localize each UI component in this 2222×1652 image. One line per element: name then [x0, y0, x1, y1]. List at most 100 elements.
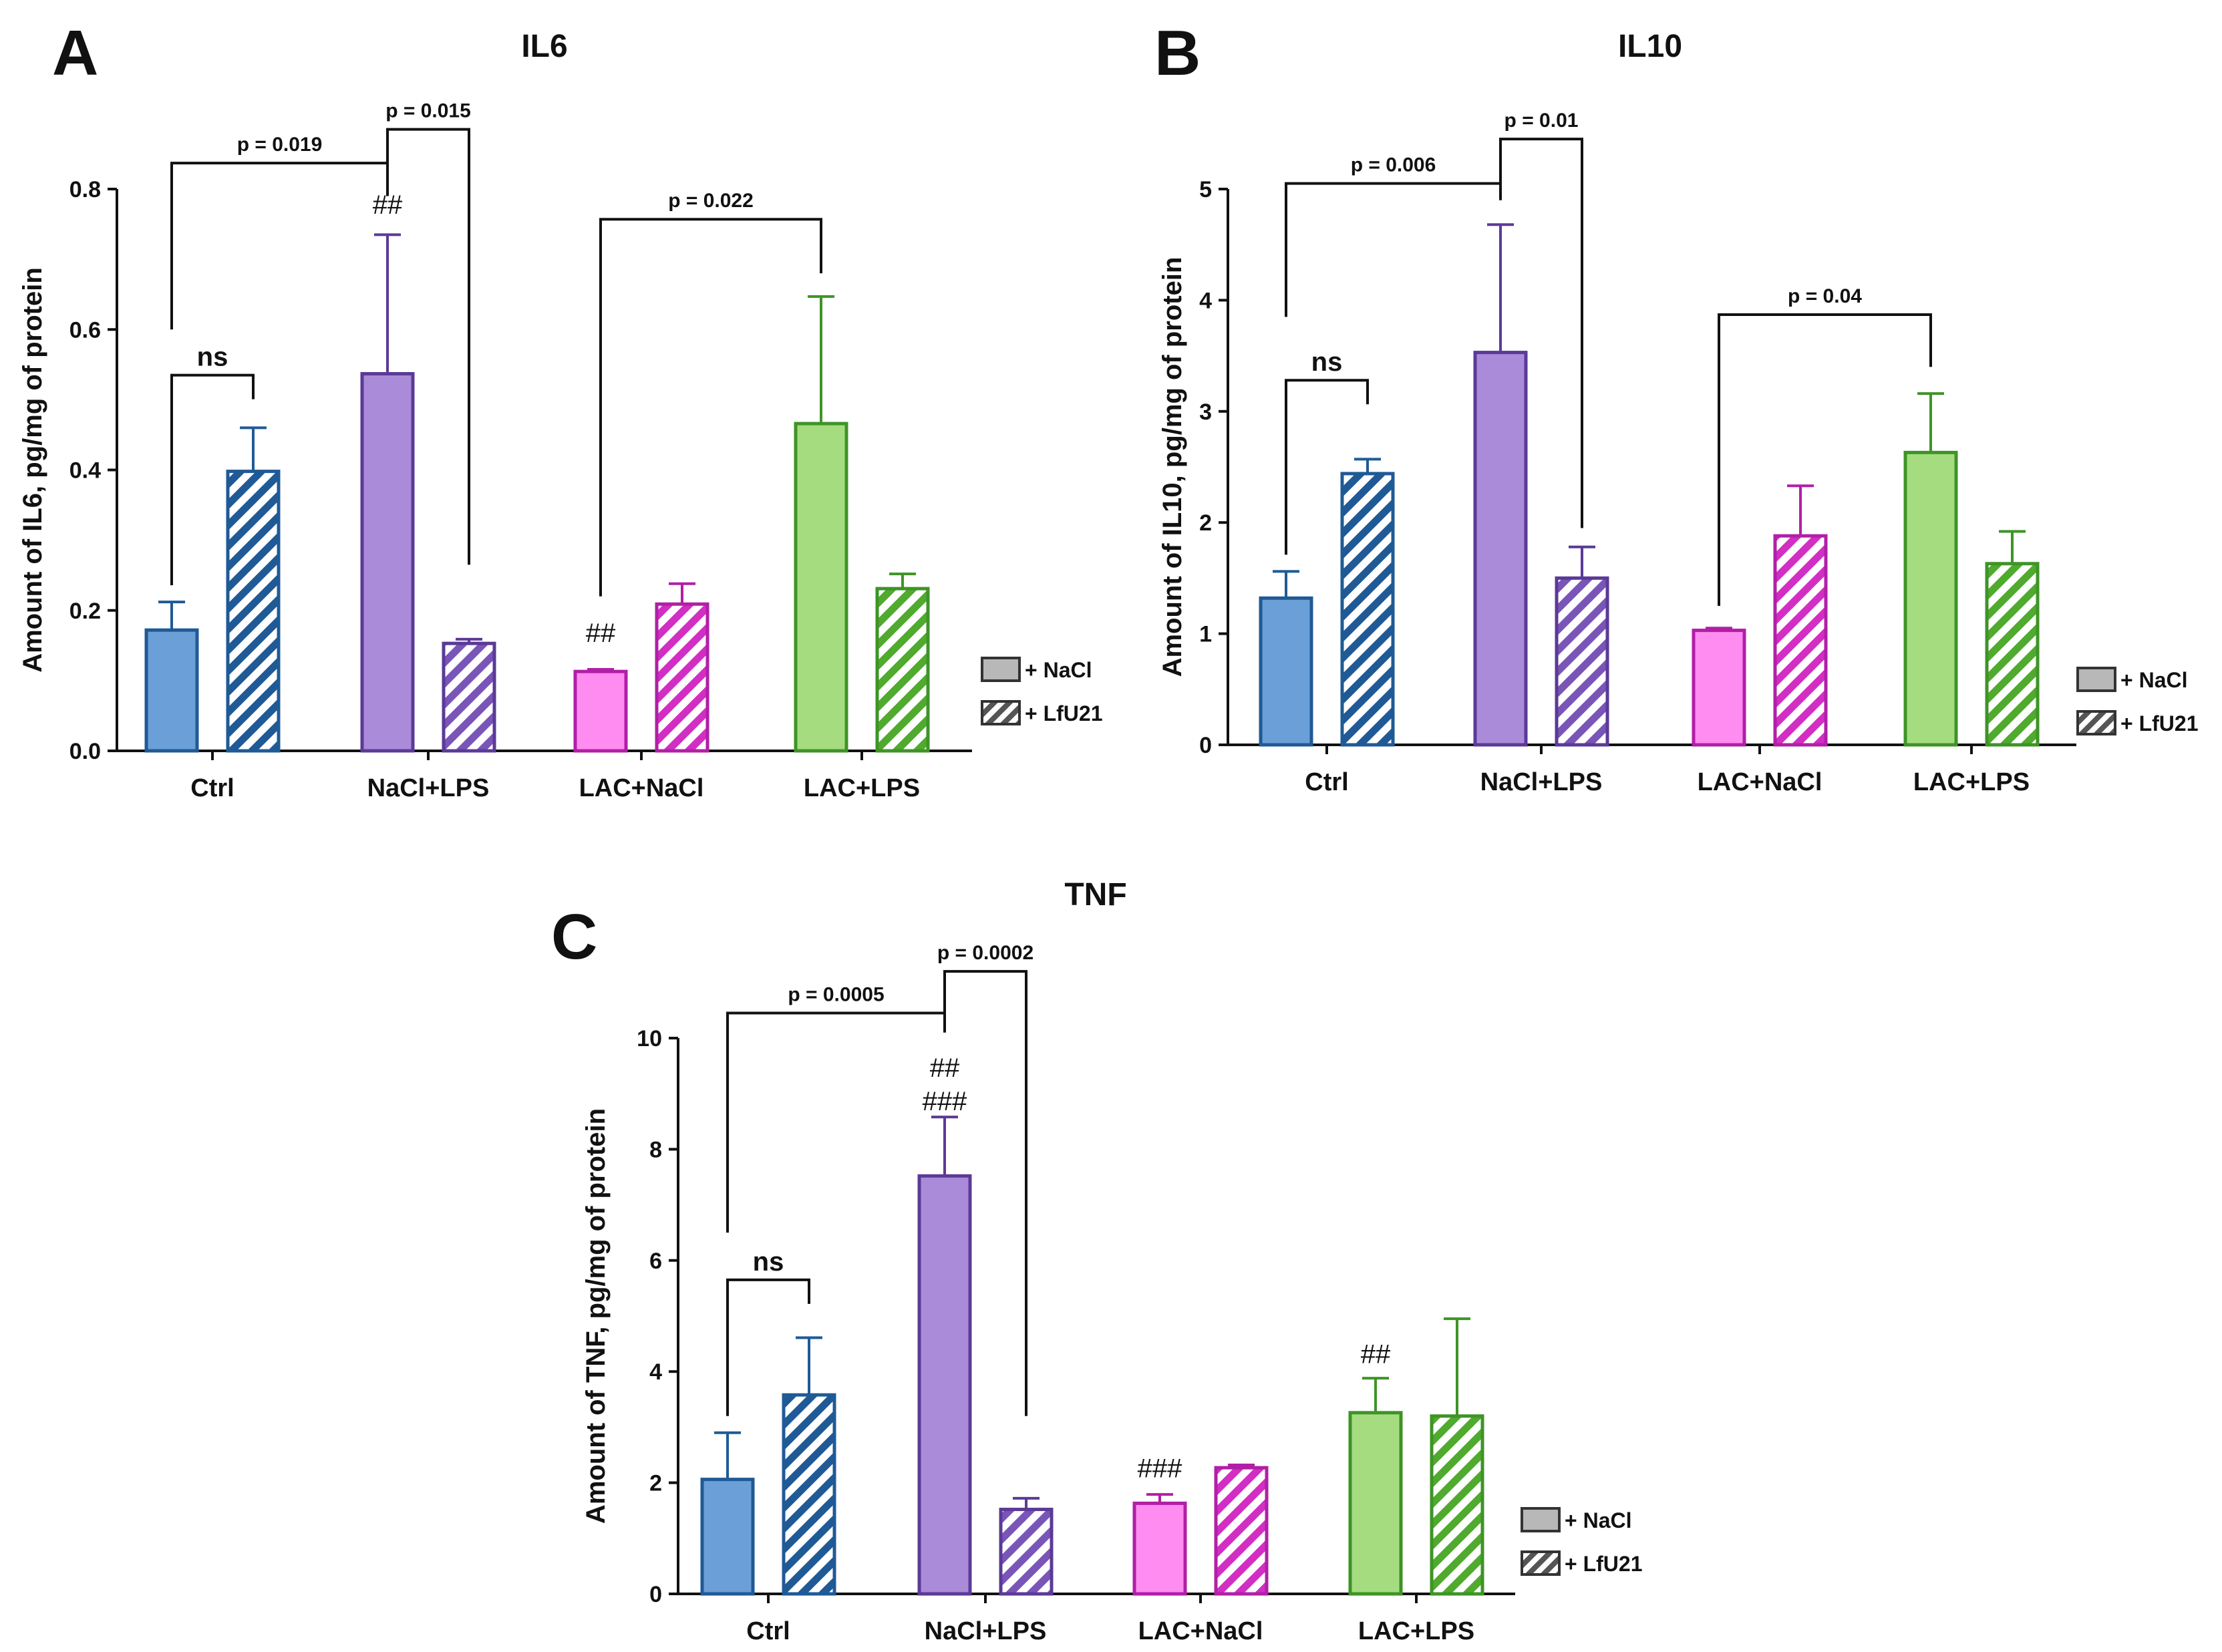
- significance-label: p = 0.04: [1788, 285, 1862, 307]
- chart-panel-a: A IL6 Amount of IL6, pg/mg of protein 0.0 0.…: [18, 17, 1102, 802]
- x-tick-label: Ctrl: [1305, 768, 1348, 796]
- y-tick-label: 1: [1199, 622, 1212, 647]
- significance-bracket: [1499, 138, 1583, 528]
- significance-label: p = 0.006: [1351, 154, 1436, 176]
- legend-swatch-nacl: [2076, 667, 2116, 692]
- legend-swatch-nacl: [981, 657, 1021, 682]
- x-tick-label: NaCl+LPS: [1480, 768, 1603, 796]
- significance-bracket: [170, 162, 389, 330]
- significance-label: ns: [1311, 347, 1343, 377]
- x-tick-label: Ctrl: [746, 1617, 790, 1645]
- x-tick-label: LAC+LPS: [1913, 768, 2030, 796]
- x-tick-label: LAC+NaCl: [1138, 1617, 1263, 1645]
- legend: + NaCl + LfU21: [981, 657, 1102, 725]
- bar: [360, 371, 415, 753]
- significance-hash: ##: [1361, 1340, 1391, 1369]
- legend-swatch-nacl: [1521, 1507, 1561, 1532]
- y-tick-label: 0.0: [69, 739, 101, 764]
- y-axis-label: Amount of TNF, pg/mg of protein: [581, 1108, 611, 1524]
- chart-panel-c: C TNF Amount of TNF, pg/mg of protein 0 2 4 6 8…: [551, 877, 1642, 1645]
- x-tick-label: LAC+LPS: [1358, 1617, 1474, 1645]
- panel-letter: A: [52, 17, 98, 89]
- y-tick-label: 5: [1199, 177, 1212, 202]
- significance-label: p = 0.01: [1504, 110, 1579, 132]
- bar: [1473, 351, 1528, 747]
- y-tick-label: 8: [649, 1137, 662, 1162]
- legend-swatch-lfu21: [1521, 1550, 1561, 1576]
- significance-bracket: [386, 128, 470, 565]
- bar: [1348, 1411, 1403, 1596]
- y-tick-label: 0.4: [69, 458, 101, 484]
- legend-label-nacl: + NaCl: [1565, 1508, 1631, 1532]
- significance-label: ns: [753, 1247, 784, 1277]
- x-tick-label: LAC+NaCl: [579, 774, 704, 802]
- y-tick-label: 2: [649, 1471, 662, 1496]
- bar: [875, 587, 930, 753]
- legend-swatch-lfu21: [981, 700, 1021, 725]
- significance-bracket: [1718, 313, 1932, 606]
- bar: [917, 1174, 972, 1596]
- bar: [1259, 596, 1313, 747]
- legend-label-nacl: + NaCl: [2120, 668, 2187, 692]
- significance-bracket: [1285, 379, 1369, 555]
- y-tick-label: 3: [1199, 399, 1212, 425]
- bar: [700, 1478, 755, 1596]
- panel-letter: C: [551, 901, 597, 973]
- significance-bracket: [1285, 182, 1502, 317]
- bar: [655, 602, 709, 753]
- x-tick-label: NaCl+LPS: [925, 1617, 1047, 1645]
- chart-title: IL6: [521, 29, 567, 64]
- panel-letter: B: [1154, 17, 1201, 89]
- legend: + NaCl + LfU21: [2076, 667, 2198, 735]
- bar: [1132, 1501, 1187, 1596]
- x-tick-label: LAC+LPS: [804, 774, 920, 802]
- significance-label: ns: [197, 343, 228, 372]
- y-tick-label: 4: [1199, 288, 1212, 313]
- y-tick-label: 0.8: [69, 177, 101, 202]
- bar: [1773, 534, 1828, 747]
- legend-label-lfu21: + LfU21: [2120, 711, 2198, 735]
- legend-label-nacl: + NaCl: [1025, 658, 1092, 682]
- bar: [1430, 1414, 1484, 1596]
- y-tick-label: 0: [649, 1582, 662, 1607]
- legend-swatch-lfu21: [2076, 710, 2116, 735]
- significance-hash: ##: [373, 190, 403, 220]
- bar: [1903, 450, 1958, 747]
- bar: [442, 641, 496, 753]
- significance-hash: ###: [923, 1087, 967, 1116]
- bar: [226, 470, 281, 753]
- y-tick-label: 0.6: [69, 317, 101, 343]
- significance-bracket: [726, 1011, 946, 1233]
- significance-hash: ##: [586, 619, 616, 648]
- significance-bracket: [726, 1278, 810, 1416]
- significance-label: p = 0.019: [237, 134, 323, 156]
- x-tick-label: LAC+NaCl: [1698, 768, 1822, 796]
- significance-hash: ###: [1138, 1454, 1182, 1483]
- x-tick-label: NaCl+LPS: [367, 774, 490, 802]
- y-tick-label: 2: [1199, 510, 1212, 536]
- y-tick-label: 4: [649, 1359, 662, 1385]
- bar: [573, 669, 628, 753]
- chart-title: IL10: [1618, 29, 1682, 64]
- bar: [782, 1393, 836, 1596]
- bar: [1214, 1466, 1269, 1596]
- y-tick-label: 6: [649, 1249, 662, 1274]
- significance-bracket: [943, 970, 1027, 1416]
- significance-label: p = 0.0002: [937, 942, 1034, 964]
- significance-bracket: [170, 373, 255, 586]
- significance-bracket: [599, 218, 822, 597]
- chart-title: TNF: [1064, 877, 1126, 913]
- y-axis-label: Amount of IL6, pg/mg of protein: [18, 267, 47, 673]
- bar: [1340, 472, 1395, 747]
- bar: [1985, 562, 2040, 747]
- significance-hash: ##: [930, 1053, 960, 1083]
- bar: [794, 422, 848, 753]
- bar: [1555, 576, 1609, 747]
- legend-label-lfu21: + LfU21: [1025, 701, 1102, 725]
- significance-label: p = 0.0005: [788, 984, 884, 1006]
- bar: [999, 1508, 1054, 1596]
- legend: + NaCl + LfU21: [1521, 1507, 1642, 1576]
- chart-panel-b: B IL10 Amount of IL10, pg/mg of protein 0 1 2…: [1154, 17, 2198, 796]
- significance-label: p = 0.015: [385, 100, 471, 122]
